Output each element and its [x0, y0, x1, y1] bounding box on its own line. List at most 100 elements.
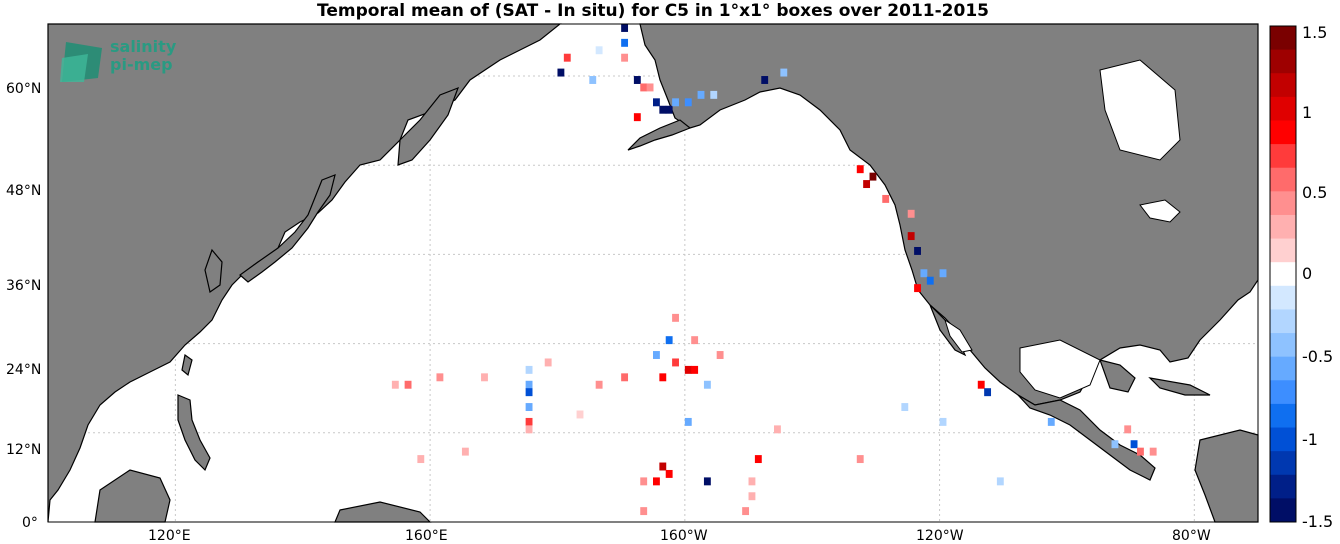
colorbar-segment [1270, 427, 1296, 452]
data-cell [672, 98, 679, 107]
data-cell [1149, 447, 1157, 456]
data-cell [436, 373, 444, 382]
colorbar-frame [1269, 25, 1297, 523]
colorbar-segment [1270, 380, 1296, 405]
japan-islands [239, 174, 336, 283]
hudson-bay [1099, 59, 1181, 161]
data-cell [710, 90, 718, 99]
longitude-axis: 120°E 160°E 160°W 120°W 80°W [148, 528, 1211, 544]
data-cell [640, 83, 648, 92]
data-cell [1047, 417, 1055, 426]
data-cell [525, 365, 533, 374]
lat-tick-12n: 12°N [6, 442, 41, 458]
data-cell [653, 98, 660, 107]
colorbar-tick-1: 1 [1302, 103, 1312, 122]
colorbar-segment [1270, 333, 1296, 358]
data-cell [659, 373, 667, 382]
central-america-landmass [1017, 394, 1156, 481]
colorbar-segment [1270, 191, 1296, 216]
data-cell [684, 98, 692, 107]
gulf-of-california [944, 318, 973, 353]
data-cell [665, 336, 673, 345]
data-cell [621, 24, 629, 32]
colorbar-tick-neg-1-5: -1.5 [1302, 512, 1333, 531]
data-cell [672, 358, 679, 367]
inland-water [944, 59, 1181, 399]
data-cell [544, 358, 552, 367]
new-guinea-landmass [334, 501, 432, 523]
data-cell [633, 76, 641, 84]
yucatan-peninsula [1099, 359, 1136, 393]
data-cell [633, 113, 641, 122]
data-cell [659, 105, 667, 114]
data-cell [589, 76, 597, 84]
data-cell [907, 209, 915, 218]
data-cell [984, 388, 992, 397]
great-lakes [1139, 199, 1181, 223]
colorbar-segment [1270, 403, 1296, 429]
data-cell [404, 380, 412, 389]
data-cell [761, 76, 769, 84]
data-cell [653, 477, 660, 486]
lat-tick-0: 0° [22, 515, 38, 531]
lon-tick-160e: 160°E [405, 528, 448, 544]
philippines-islands [177, 394, 211, 472]
data-cell [716, 351, 724, 359]
colorbar-segment [1270, 96, 1296, 121]
data-cell [774, 425, 781, 434]
data-cell [703, 477, 711, 486]
lat-tick-60n: 60°N [6, 81, 41, 97]
data-cell [621, 38, 629, 47]
data-cell [907, 232, 915, 241]
data-cell [742, 507, 750, 516]
data-cell [525, 388, 533, 397]
data-cell [920, 269, 928, 278]
colorbar-segment [1270, 262, 1296, 287]
data-cell [665, 105, 673, 114]
cuba-island [1148, 377, 1211, 396]
logo-line1: salinity [110, 37, 177, 56]
data-cell [672, 313, 679, 322]
colorbar-tick-neg-1: -1 [1302, 430, 1318, 449]
alaska-peninsula [627, 119, 692, 151]
data-cell [621, 373, 629, 382]
colorbar-segment [1270, 167, 1296, 192]
colorbar-segment [1270, 451, 1296, 476]
data-cell [748, 492, 756, 501]
data-cell [914, 246, 921, 255]
logo-line2: pi-mep [110, 55, 173, 74]
colorbar-tick-0: 0 [1302, 264, 1312, 283]
korea-peninsula [204, 248, 223, 294]
data-cell [640, 477, 648, 486]
data-cell [1137, 447, 1144, 456]
data-cell [697, 90, 705, 99]
data-cell [684, 417, 692, 426]
data-cell [1111, 440, 1119, 449]
lon-tick-80w: 80°W [1172, 528, 1211, 544]
lat-tick-24n: 24°N [6, 362, 41, 378]
colorbar-segment [1270, 356, 1296, 381]
data-cell [691, 365, 699, 374]
map-title: Temporal mean of (SAT - In situ) for C5 … [317, 1, 989, 21]
data-cell [882, 194, 890, 203]
salinity-pi-mep-logo: salinity pi-mep [58, 38, 188, 86]
lat-tick-36n: 36°N [6, 278, 41, 294]
data-cell [926, 276, 934, 285]
lon-tick-160w: 160°W [660, 528, 708, 544]
colorbar [1270, 26, 1296, 523]
colorbar-segment [1270, 144, 1296, 169]
colorbar-segment [1270, 214, 1296, 240]
data-cell [901, 403, 909, 412]
data-cell [856, 455, 864, 464]
colorbar-ticks: 1.5 1 0.5 0 -0.5 -1 -1.5 [1302, 23, 1333, 531]
data-cell [703, 380, 711, 389]
kamchatka-peninsula [397, 86, 460, 166]
lon-tick-120e: 120°E [148, 528, 191, 544]
data-cell [525, 403, 533, 412]
latitude-axis: 60°N 48°N 36°N 24°N 12°N 0° [6, 81, 41, 531]
colorbar-tick-0-5: 0.5 [1302, 183, 1327, 202]
colorbar-tick-neg-0-5: -0.5 [1302, 347, 1333, 366]
data-cell [691, 336, 699, 345]
data-cell [391, 380, 399, 389]
data-cell [939, 417, 947, 426]
